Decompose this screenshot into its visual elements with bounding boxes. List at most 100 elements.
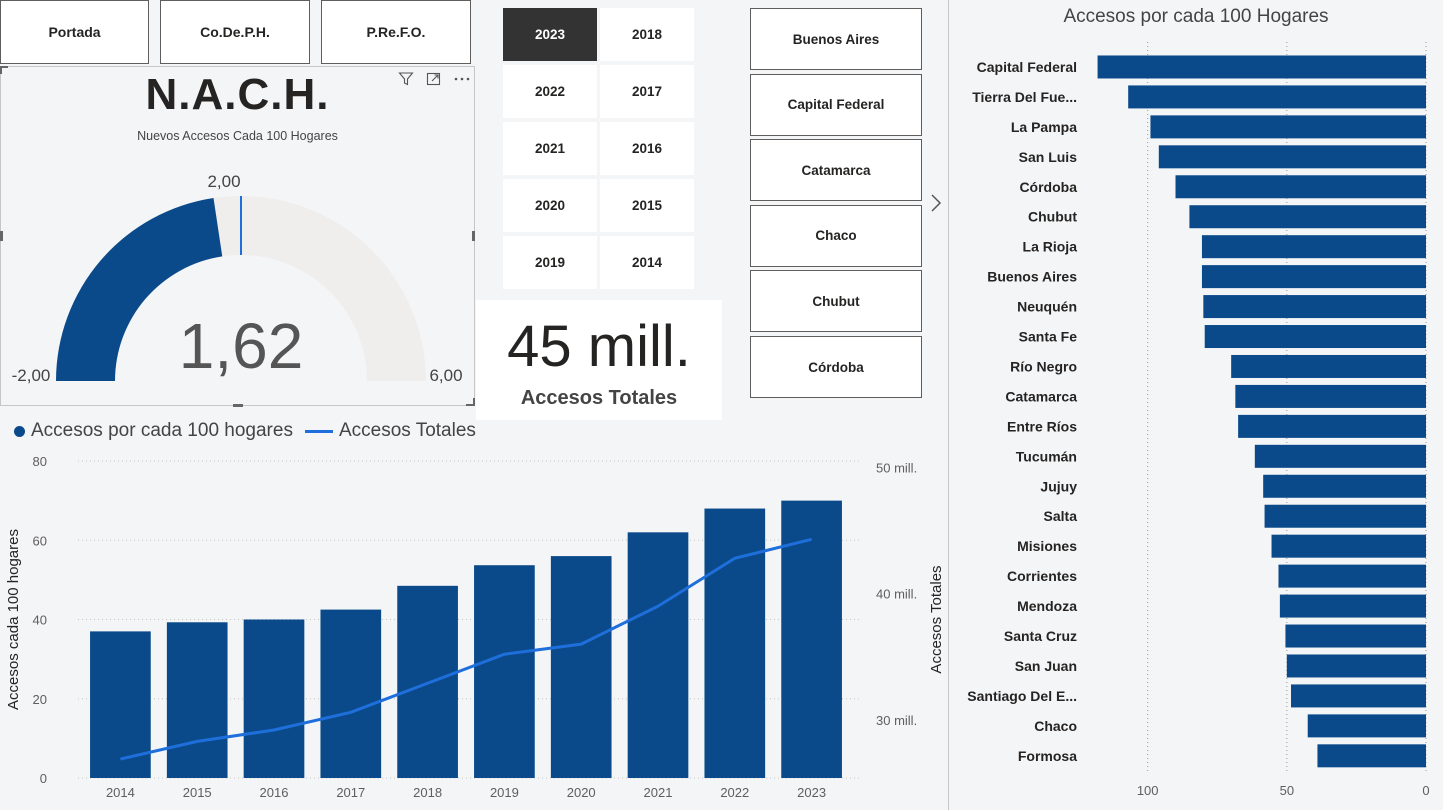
resize-handle[interactable]	[0, 66, 8, 68]
category-label: Salta	[1044, 508, 1078, 524]
bar	[1264, 504, 1426, 528]
hbar-title: Accesos por cada 100 Hogares	[1063, 6, 1328, 27]
year-option-2020[interactable]: 2020	[503, 179, 597, 232]
bar	[1286, 654, 1426, 678]
x-tick-label: 2018	[413, 785, 442, 800]
gauge-target-label: 2,00	[207, 172, 240, 191]
y2-tick-label: 50 mill.	[876, 460, 917, 475]
year-option-2023[interactable]: 2023	[503, 8, 597, 61]
category-label: La Rioja	[1023, 239, 1078, 255]
year-option-2019[interactable]: 2019	[503, 236, 597, 289]
resize-handle[interactable]	[472, 231, 475, 241]
province-option[interactable]: Buenos Aires	[750, 8, 922, 70]
gauge-value: 1,62	[179, 310, 304, 382]
year-option-2022[interactable]: 2022	[503, 65, 597, 118]
category-label: Catamarca	[1005, 388, 1077, 404]
x-tick-label: 2020	[567, 785, 596, 800]
y2-tick-label: 30 mill.	[876, 713, 917, 728]
bar	[781, 500, 842, 778]
category-label: Chaco	[1034, 718, 1077, 734]
category-label: La Pampa	[1011, 119, 1077, 135]
year-option-2016[interactable]: 2016	[600, 122, 694, 175]
province-option[interactable]: Capital Federal	[750, 73, 922, 136]
category-label: Río Negro	[1010, 358, 1077, 374]
y-tick-label: 80	[33, 454, 47, 469]
portada-button[interactable]: Portada	[0, 0, 149, 64]
category-label: Córdoba	[1019, 179, 1077, 195]
category-label: Jujuy	[1040, 478, 1077, 494]
x-tick-label: 2023	[797, 785, 826, 800]
category-label: Santiago Del E...	[967, 688, 1077, 704]
category-label: Capital Federal	[977, 59, 1077, 75]
category-label: Neuquén	[1017, 299, 1077, 315]
prefo-button[interactable]: P.Re.F.O.	[321, 0, 471, 64]
bar	[550, 556, 612, 778]
x-tick-label: 50	[1280, 783, 1294, 798]
gauge-max-label: 6,00	[429, 366, 462, 385]
x-tick-label: 2017	[336, 785, 365, 800]
y-tick-label: 20	[33, 692, 47, 707]
bar	[1254, 444, 1426, 468]
category-label: Tierra Del Fue...	[972, 89, 1077, 105]
bar	[1278, 564, 1426, 588]
resize-handle[interactable]	[233, 404, 243, 407]
bar	[1307, 714, 1426, 738]
kpi-value: 45 mill.	[507, 314, 691, 379]
bar	[166, 622, 228, 778]
province-bar-chart: Accesos por cada 100 Hogares 0 50 100 Capit…	[967, 6, 1429, 798]
x-tick-label: 2015	[183, 785, 212, 800]
more-options-icon[interactable]	[452, 70, 472, 88]
year-option-2018[interactable]: 2018	[600, 8, 694, 61]
gauge-chart: 2,00 1,62 -2,00 6,00	[12, 172, 463, 385]
resize-handle[interactable]	[0, 66, 2, 74]
bar	[1097, 55, 1426, 79]
y-tick-label: 0	[40, 771, 47, 786]
y2-axis-title: Accesos Totales	[928, 565, 945, 673]
province-option[interactable]: Catamarca	[750, 139, 922, 202]
x-tick-label: 2016	[260, 785, 289, 800]
province-option[interactable]: Chubut	[750, 270, 922, 333]
x-tick-label: 2022	[720, 785, 749, 800]
legend-line-label: Accesos Totales	[338, 420, 476, 441]
resize-handle[interactable]	[466, 404, 475, 406]
focus-mode-icon[interactable]	[424, 70, 444, 88]
resize-handle[interactable]	[0, 231, 3, 241]
legend-bar-label: Accesos por cada 100 hogares	[31, 420, 293, 441]
combo-legend: Accesos por cada 100 hogares Accesos Tot…	[14, 420, 476, 442]
x-tick-label: 0	[1422, 783, 1429, 798]
province-option[interactable]: Chaco	[750, 204, 922, 267]
resize-handle[interactable]	[473, 398, 475, 406]
chevron-right-icon[interactable]	[927, 191, 945, 215]
bar	[704, 508, 766, 778]
year-option-2021[interactable]: 2021	[503, 122, 597, 175]
category-label: Santa Cruz	[1004, 628, 1077, 644]
bar	[1285, 624, 1426, 648]
category-label: Santa Fe	[1019, 329, 1078, 345]
bar	[1271, 534, 1426, 558]
x-tick-label: 100	[1137, 783, 1159, 798]
gauge-title: N.A.C.H.	[145, 70, 330, 119]
bar	[1150, 115, 1426, 139]
x-tick-label: 2014	[106, 785, 135, 800]
x-tick-label: 2019	[490, 785, 519, 800]
bar	[243, 619, 305, 778]
combo-chart: 0 20 40 60 80 30 mill. 40 mill. 50 mill. Accesos…	[5, 454, 945, 800]
year-option-2017[interactable]: 2017	[600, 65, 694, 118]
bar	[1238, 414, 1426, 438]
filter-icon[interactable]	[396, 70, 416, 88]
kpi-card	[476, 300, 722, 420]
bar	[1263, 474, 1426, 498]
year-option-2015[interactable]: 2015	[600, 179, 694, 232]
bar	[1235, 384, 1426, 408]
category-label: Corrientes	[1007, 568, 1077, 584]
y2-tick-label: 40 mill.	[876, 587, 917, 602]
bar	[1204, 325, 1426, 349]
category-label: San Luis	[1019, 149, 1078, 165]
bar	[627, 532, 689, 778]
year-option-2014[interactable]: 2014	[600, 236, 694, 289]
codeph-button[interactable]: Co.De.P.H.	[160, 0, 310, 64]
bar	[90, 631, 151, 778]
gauge-fill	[56, 198, 223, 381]
bar	[1158, 145, 1426, 169]
province-option[interactable]: Córdoba	[750, 336, 922, 398]
